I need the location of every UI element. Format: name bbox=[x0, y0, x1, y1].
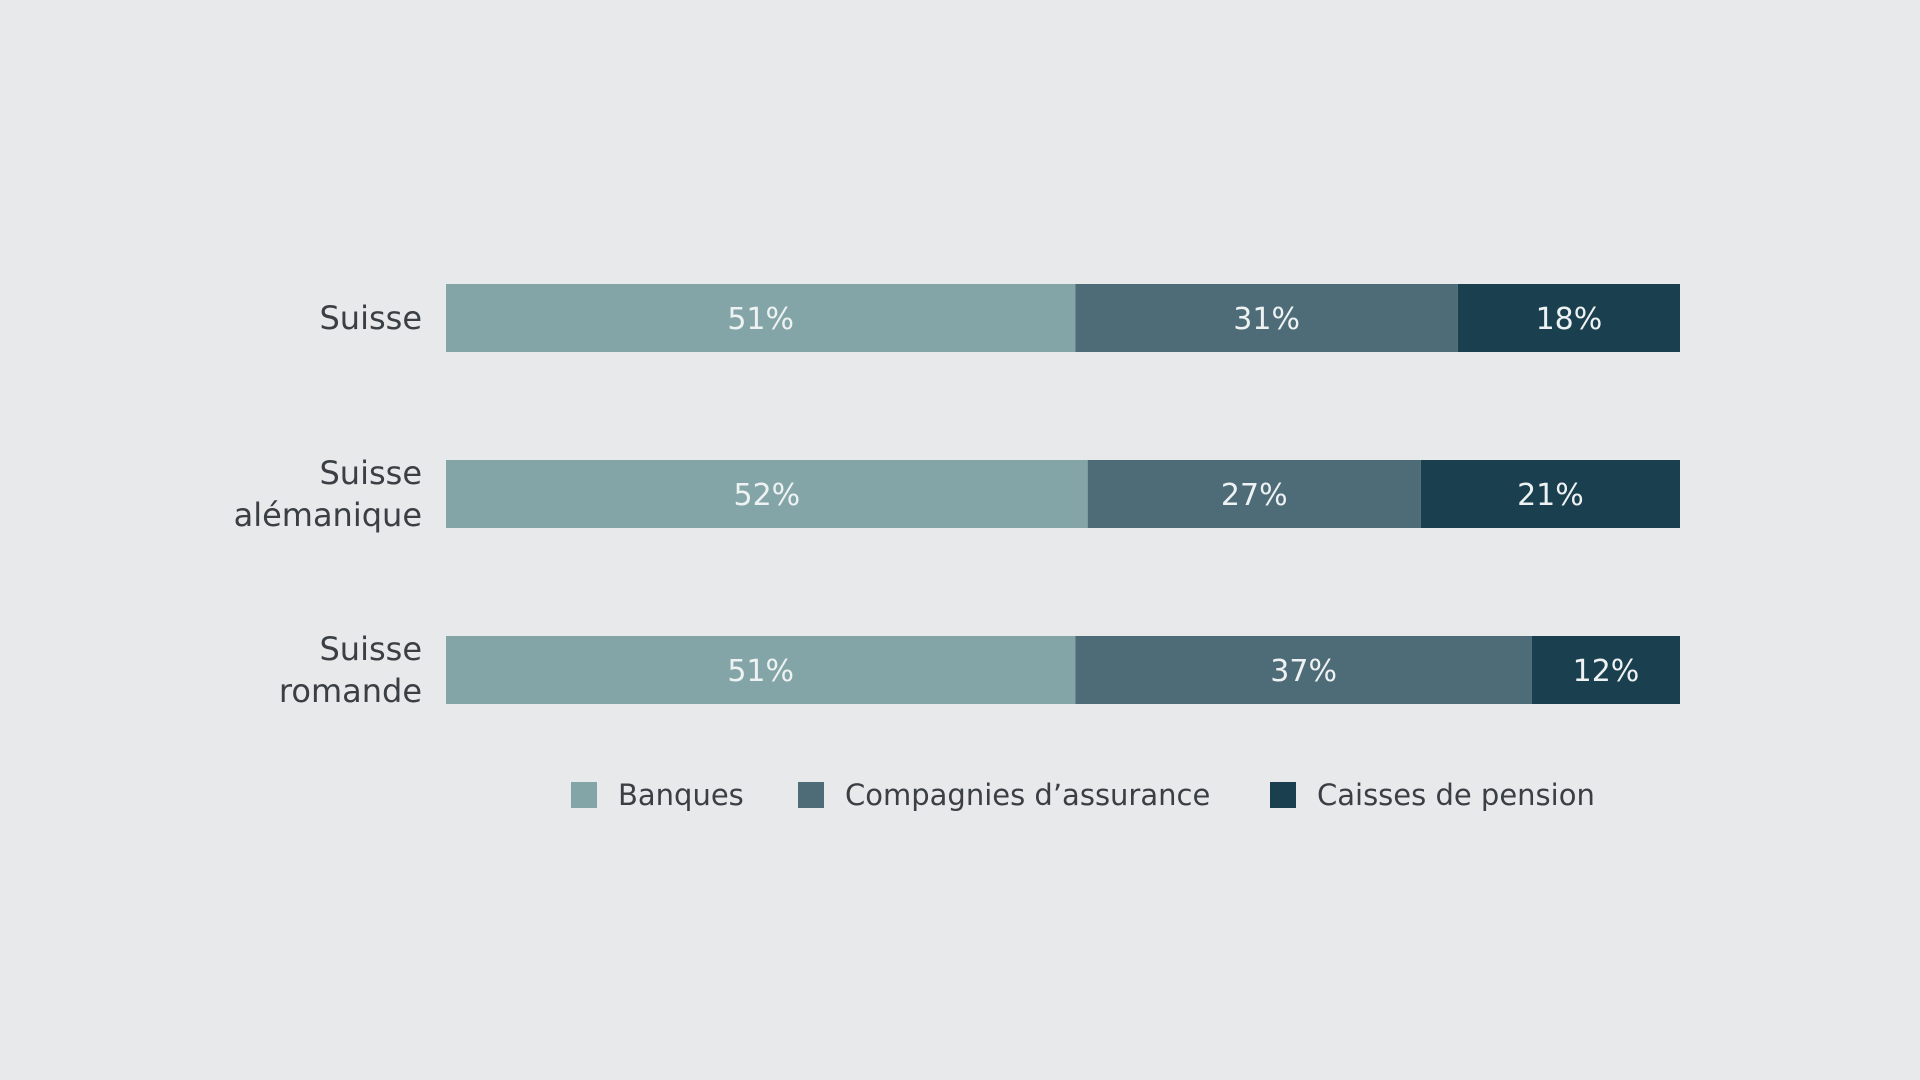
data-label-suisse-romande-caisses-de-pension: 12% bbox=[1573, 654, 1640, 689]
category-label-suisse-alemanique-line-2: alémanique bbox=[234, 496, 422, 534]
legend-swatch-banques bbox=[571, 782, 597, 808]
data-label-suisse-romande-banques: 51% bbox=[727, 654, 794, 689]
bar-segment-suisse-alemanique-banques bbox=[446, 460, 1088, 528]
legend-label-compagnies-d-assurance: Compagnies d’assurance bbox=[845, 778, 1210, 812]
bar-segment-suisse-romande-caisses-de-pension bbox=[1531, 636, 1680, 704]
data-label-suisse-compagnies-d-assurance: 31% bbox=[1233, 302, 1300, 337]
bar-segment-suisse-caisses-de-pension bbox=[1457, 284, 1680, 352]
legend: Banques Compagnies d’assurance Caisses de … bbox=[571, 778, 1595, 812]
legend-label-caisses-de-pension: Caisses de pension bbox=[1317, 778, 1595, 812]
category-label-suisse: Suisse bbox=[319, 299, 422, 337]
data-label-suisse-alemanique-banques: 52% bbox=[733, 478, 800, 513]
legend-label-banques: Banques bbox=[618, 778, 744, 812]
category-label-suisse-romande-line-2: romande bbox=[279, 672, 422, 710]
category-label-suisse-romande-line-1: Suisse bbox=[319, 630, 422, 668]
bar-segment-suisse-alemanique-caisses-de-pension bbox=[1420, 460, 1680, 528]
bar-segment-suisse-compagnies-d-assurance bbox=[1075, 284, 1458, 352]
bar-segment-suisse-banques bbox=[446, 284, 1076, 352]
data-label-suisse-banques: 51% bbox=[727, 302, 794, 337]
data-label-suisse-alemanique-caisses-de-pension: 21% bbox=[1517, 478, 1584, 513]
data-label-suisse-caisses-de-pension: 18% bbox=[1536, 302, 1603, 337]
category-label-suisse-alemanique-line-1: Suisse bbox=[319, 454, 422, 492]
data-label-suisse-alemanique-compagnies-d-assurance: 27% bbox=[1221, 478, 1288, 513]
bar-segment-suisse-alemanique-compagnies-d-assurance bbox=[1087, 460, 1421, 528]
row-labels-layer: Suisse Suisse alémanique Suisse romande bbox=[234, 299, 422, 710]
bar-segment-suisse-romande-compagnies-d-assurance bbox=[1075, 636, 1532, 704]
bar-segment-suisse-romande-banques bbox=[446, 636, 1076, 704]
legend-swatch-compagnies-d-assurance bbox=[798, 782, 824, 808]
data-label-suisse-romande-compagnies-d-assurance: 37% bbox=[1270, 654, 1337, 689]
bars-layer: 51% 31% 18% 52% 27% 21% 51% 37% 12% bbox=[446, 284, 1680, 704]
legend-swatch-caisses-de-pension bbox=[1270, 782, 1296, 808]
